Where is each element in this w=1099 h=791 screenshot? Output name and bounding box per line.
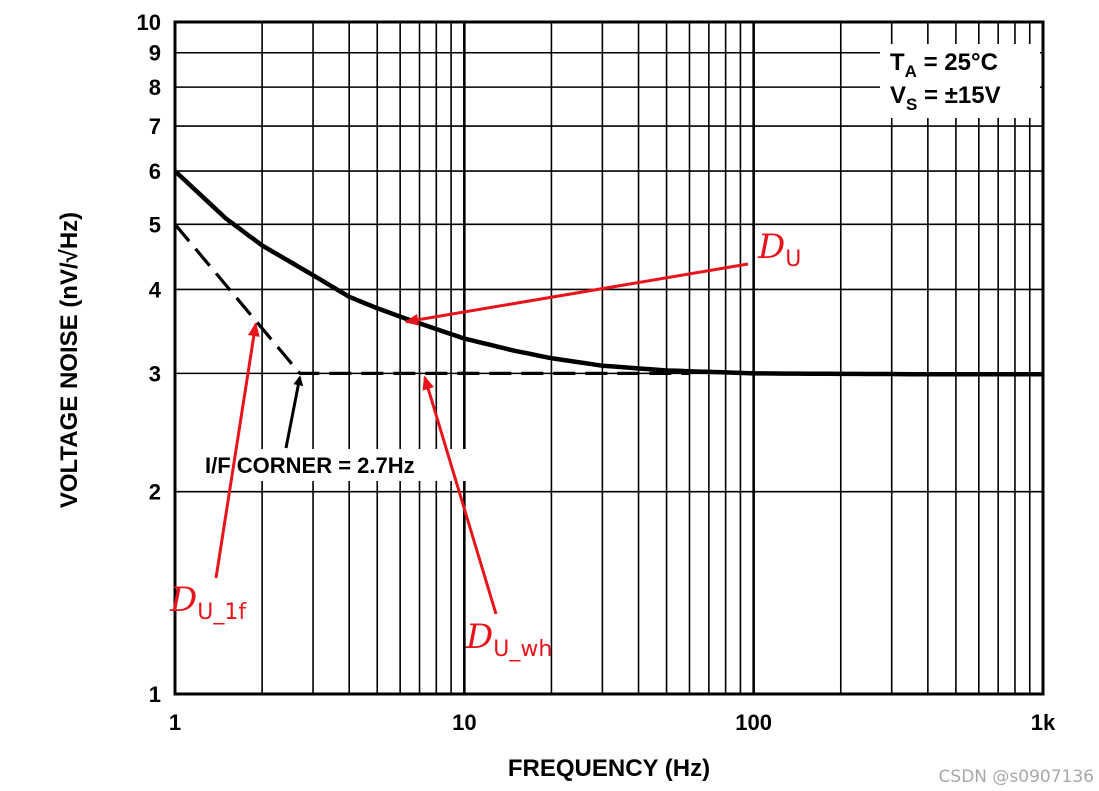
x-axis-label: FREQUENCY (Hz) <box>508 755 710 782</box>
du-arrow <box>404 262 749 326</box>
tick-labels: 1 10 100 1k 1 2 3 4 5 6 7 8 9 10 <box>137 10 1056 735</box>
x-tick-label: 10 <box>452 710 476 735</box>
du-1f-arrow <box>214 322 260 579</box>
y-tick-label: 1 <box>149 682 161 707</box>
plot-grid <box>175 22 1043 694</box>
y-tick-label: 2 <box>149 480 161 505</box>
x-tick-label: 1 <box>169 710 181 735</box>
ta-condition: TA = 25°C <box>890 49 998 81</box>
noise-asymptote-dashed-line <box>173 223 690 375</box>
y-tick-label: 8 <box>149 75 161 100</box>
watermark: CSDN @s0907136 <box>939 767 1094 787</box>
y-tick-label: 10 <box>137 10 161 35</box>
vs-condition: VS = ±15V <box>890 82 1001 114</box>
du-1f-label: DU_1f <box>169 580 247 625</box>
y-tick-label: 3 <box>149 361 161 386</box>
du-wh-arrow <box>422 375 498 615</box>
y-tick-label: 6 <box>149 159 161 184</box>
plot-frame <box>173 20 1045 696</box>
corner-annotation-label: I/F CORNER = 2.7Hz <box>205 453 415 478</box>
y-tick-label: 4 <box>149 277 162 302</box>
y-tick-label: 7 <box>149 114 161 139</box>
corner-annotation-arrow <box>284 375 304 449</box>
plot-series <box>173 169 1043 377</box>
x-tick-label: 100 <box>735 710 772 735</box>
conditions-legend: TA = 25°C VS = ±15V <box>880 44 1040 118</box>
x-tick-label: 1k <box>1031 710 1056 735</box>
y-tick-label: 5 <box>149 212 161 237</box>
total-noise-line <box>173 169 1043 377</box>
y-axis-label: VOLTAGE NOISE (nV/√Hz) <box>56 212 83 508</box>
du-wh-label: DU_wh <box>465 617 552 662</box>
y-tick-label: 9 <box>149 41 161 66</box>
annotations: I/F CORNER = 2.7Hz DU DU_1f DU_wh <box>169 227 801 662</box>
du-label: DU <box>757 227 801 272</box>
